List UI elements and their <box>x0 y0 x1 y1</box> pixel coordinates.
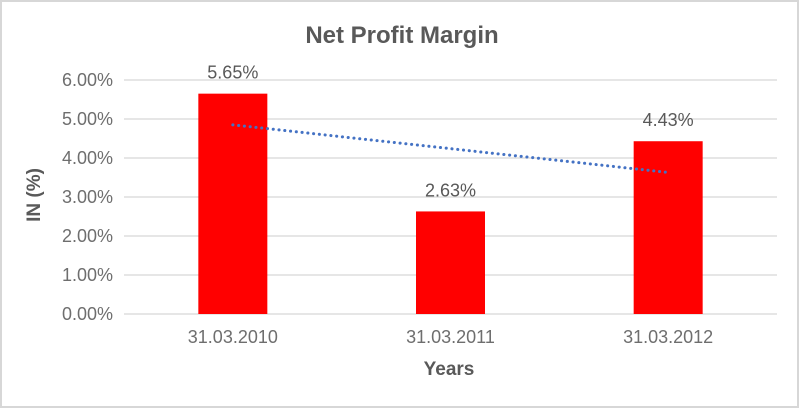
x-tick-label: 31.03.2012 <box>623 327 713 347</box>
bar-value-label: 5.65% <box>207 63 258 83</box>
y-tick-label: 0.00% <box>62 304 113 324</box>
chart-title: Net Profit Margin <box>305 22 498 49</box>
y-tick-label: 2.00% <box>62 226 113 246</box>
x-tick-label: 31.03.2011 <box>406 327 495 347</box>
y-tick-label: 1.00% <box>62 265 113 285</box>
y-tick-label: 3.00% <box>62 187 113 207</box>
bar-31.03.2010 <box>198 93 268 315</box>
bar-value-label: 2.63% <box>425 180 476 200</box>
y-tick-label: 5.00% <box>62 109 113 129</box>
y-tick-label: 6.00% <box>62 70 113 90</box>
bar-value-label: 4.43% <box>643 110 694 130</box>
bar-31.03.2011 <box>416 211 485 314</box>
plot-area: 0.00% 1.00% 2.00% 3.00% 4.00% 5.00% 6.00% 5.65%… <box>62 63 777 347</box>
y-tick-label: 4.00% <box>62 148 113 168</box>
x-tick-label: 31.03.2010 <box>188 327 278 347</box>
trendline <box>231 123 670 174</box>
bar-31.03.2012 <box>633 141 703 314</box>
y-axis-title: IN (%) <box>24 168 45 222</box>
x-axis-title: Years <box>424 359 475 380</box>
